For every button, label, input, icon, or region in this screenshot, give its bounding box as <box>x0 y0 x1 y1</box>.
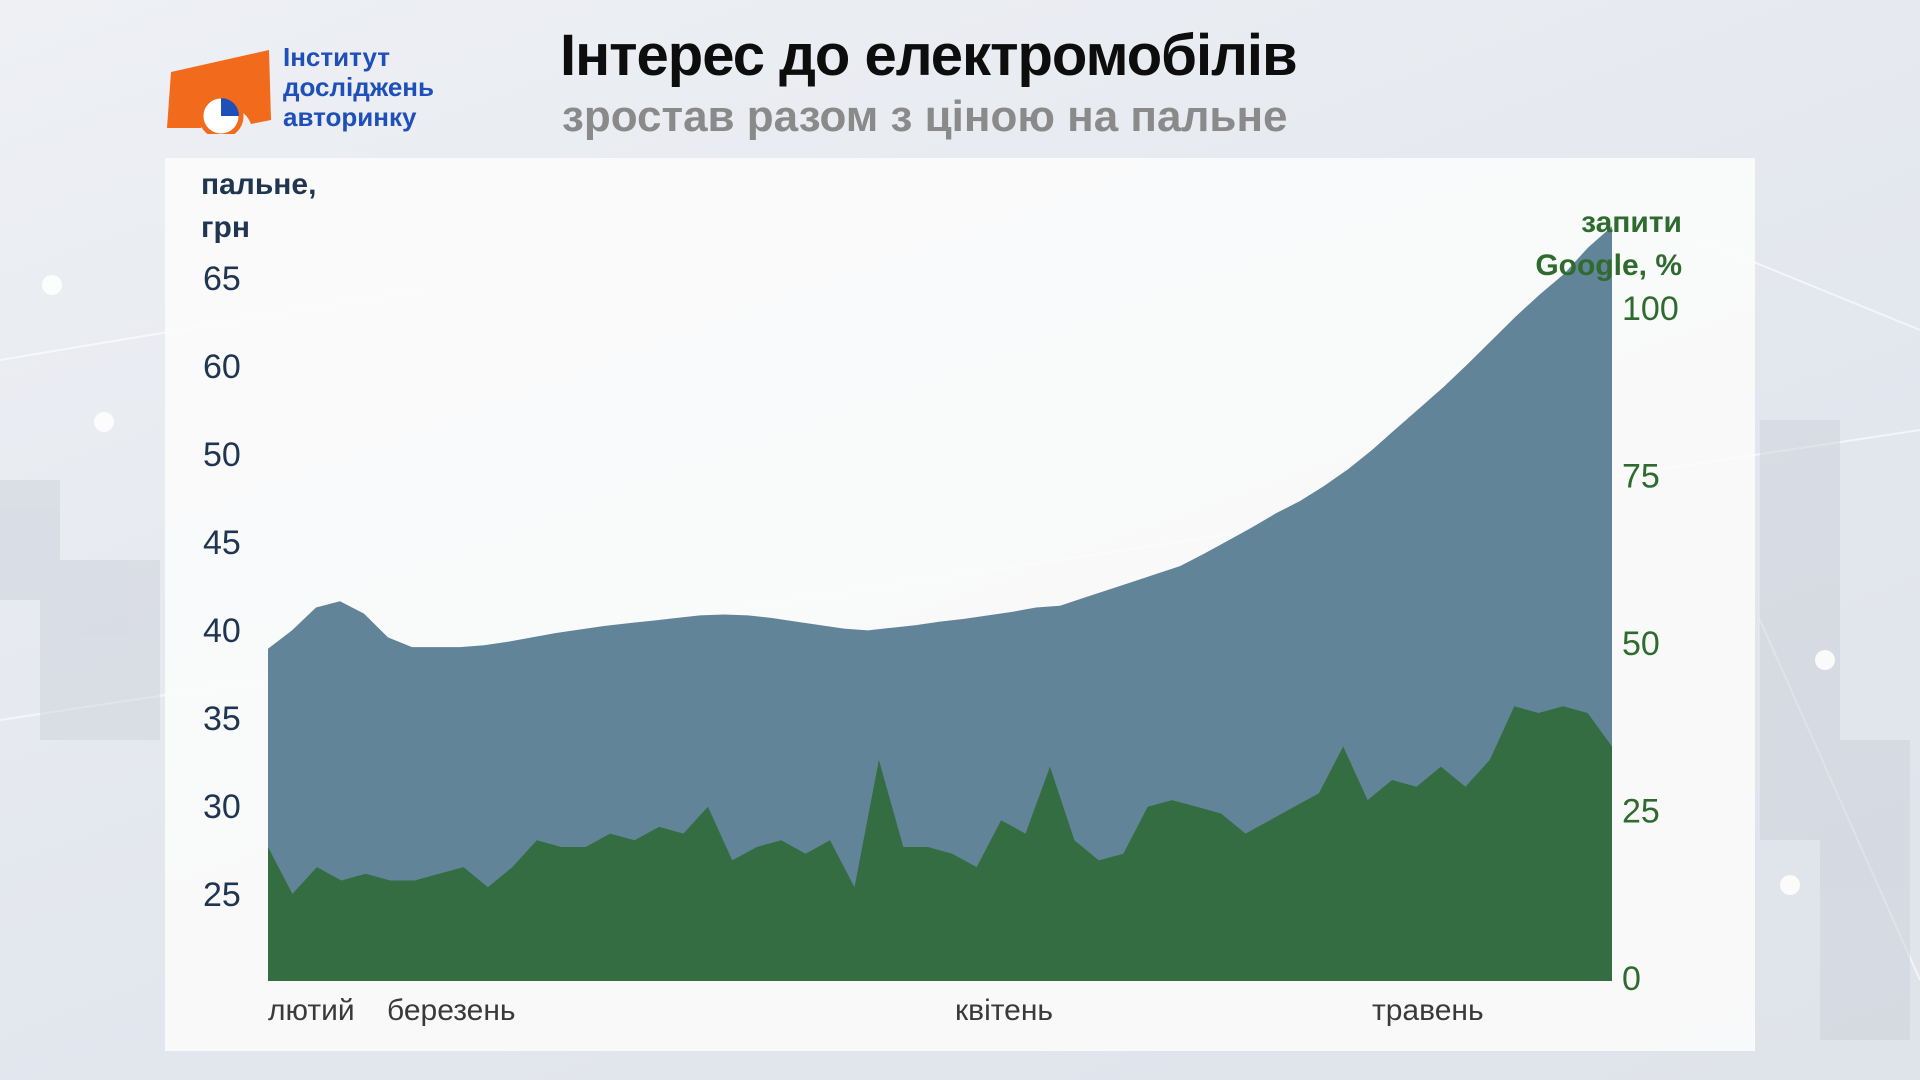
left-axis-tick: 60 <box>203 348 241 386</box>
left-axis-tick: 50 <box>203 436 241 474</box>
x-axis-label: березень <box>387 994 516 1027</box>
right-axis-tick: 75 <box>1622 457 1660 495</box>
x-axis-label: травень <box>1372 994 1484 1027</box>
x-axis-label: лютий <box>268 994 355 1027</box>
fuel-series-layer <box>268 226 1612 981</box>
left-axis-tick: 25 <box>203 876 241 914</box>
logo-line-3: авторинку <box>283 102 417 132</box>
logo-mark-icon <box>167 50 271 134</box>
google-series-layer <box>268 706 1612 981</box>
left-axis-tick: 40 <box>203 612 241 650</box>
logo: Інститут досліджень авторинку <box>165 40 485 140</box>
left-axis-tick: 65 <box>203 260 241 298</box>
left-axis-ticks: 65 60 50 45 40 35 30 25 <box>203 260 241 914</box>
right-axis-tick: 0 <box>1622 960 1641 998</box>
left-axis-label-line-2: грн <box>201 211 250 244</box>
chart-subtitle: зростав разом з ціною на пальне <box>562 92 1288 141</box>
right-axis-label-line-1: запити <box>1581 206 1682 239</box>
google-queries-area <box>268 706 1612 981</box>
logo-text: Інститут досліджень авторинку <box>283 42 434 132</box>
left-axis-tick: 35 <box>203 700 241 738</box>
left-axis-tick: 45 <box>203 524 241 562</box>
left-axis-label-line-1: пальне, <box>201 168 316 201</box>
right-axis-ticks: 100 75 50 25 0 <box>1622 290 1679 998</box>
left-axis-tick: 30 <box>203 788 241 826</box>
x-axis-label: квітень <box>955 994 1053 1027</box>
chart-title: Інтерес до електромобілів <box>560 23 1298 88</box>
fuel-price-area <box>268 226 1612 981</box>
right-axis-tick: 25 <box>1622 792 1660 830</box>
right-axis-label-line-2: Google, % <box>1535 249 1682 282</box>
right-axis-tick: 100 <box>1622 290 1679 328</box>
right-axis-tick: 50 <box>1622 625 1660 663</box>
chart: пальне, грн запити Google, % 65 60 50 45 40 3… <box>201 168 1682 1027</box>
logo-line-1: Інститут <box>283 42 390 72</box>
x-axis-labels: лютий березень квітень травень <box>268 994 1484 1027</box>
chart-panel: пальне, грн запити Google, % 65 60 50 45 40 3… <box>165 158 1755 1051</box>
logo-line-2: досліджень <box>283 72 434 102</box>
